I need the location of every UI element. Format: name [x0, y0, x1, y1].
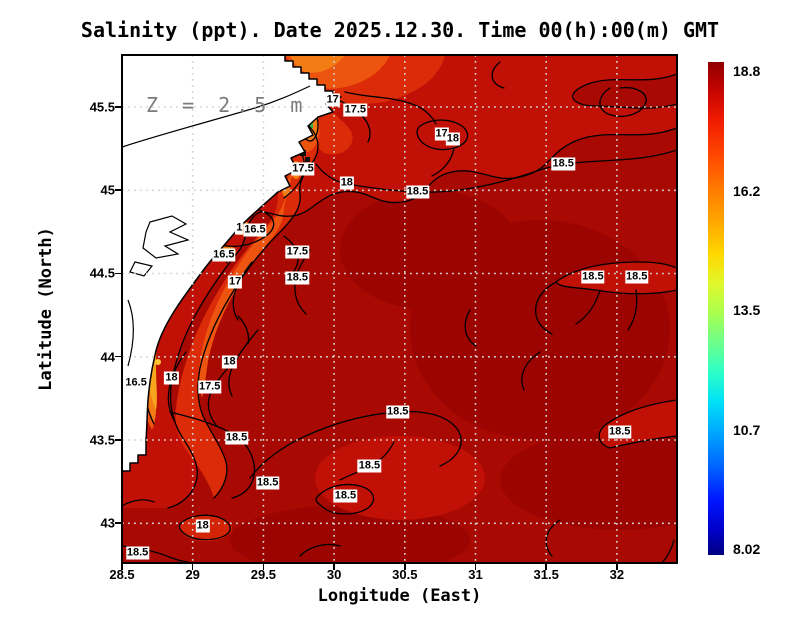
- contour-label: 18.5: [285, 271, 310, 285]
- x-tick-mark: [474, 563, 477, 570]
- x-tick-mark: [545, 563, 547, 570]
- y-tick-label: 43.5: [89, 432, 115, 448]
- colorbar-tick-label: 8.02: [733, 541, 761, 557]
- contour-label: 18.5: [357, 459, 382, 473]
- contour-label: 18.5: [551, 157, 575, 171]
- x-tick-label: 30.5: [392, 567, 418, 582]
- contour-label: 18.5: [624, 270, 649, 284]
- x-tick-label: 30: [326, 567, 342, 582]
- contour-label: 18: [195, 519, 210, 533]
- contour-label: 17.5: [343, 103, 368, 117]
- contour-label: 18.5: [405, 185, 430, 199]
- y-tick-mark: [115, 106, 122, 108]
- x-tick-label: 31.5: [533, 567, 559, 582]
- colorbar-tick-label: 18.8: [733, 63, 761, 79]
- x-axis-title: Longitude (East): [317, 586, 482, 606]
- contour-label: 18.5: [608, 425, 632, 438]
- x-tick-mark: [262, 563, 265, 570]
- y-tick-label: 43: [100, 515, 115, 531]
- plot-frame: [121, 54, 678, 564]
- y-tick-label: 44: [100, 349, 115, 365]
- contour-label: 17: [325, 93, 340, 107]
- contour-label: 18: [339, 176, 354, 190]
- x-tick-mark: [404, 563, 406, 570]
- contour-label: 18.5: [333, 489, 358, 503]
- x-tick-mark: [121, 563, 123, 570]
- depth-annotation: Z = 2.5 m: [146, 93, 309, 117]
- inland-water-lines: [122, 85, 311, 367]
- colorbar-tick-label: 10.7: [733, 421, 761, 438]
- contour-label: 18.5: [125, 546, 150, 560]
- x-tick-label: 31: [468, 567, 483, 582]
- y-tick-mark: [115, 355, 122, 358]
- x-tick-mark: [616, 563, 618, 570]
- contour-label: 17: [227, 275, 243, 289]
- y-tick-mark: [115, 439, 122, 441]
- y-tick-label: 45: [100, 182, 115, 198]
- figure-title: Salinity (ppt). Date 2025.12.30. Time 00…: [80, 18, 720, 42]
- contour-label: 17: [434, 127, 449, 141]
- y-tick-mark: [115, 189, 122, 191]
- x-tick-label: 29: [185, 567, 200, 582]
- y-tick-label: 45.5: [89, 99, 115, 115]
- contour-label: 17.5: [291, 162, 315, 176]
- contour-label: 17.5: [197, 380, 222, 394]
- y-tick-mark: [115, 522, 122, 524]
- x-tick-label: 28.5: [109, 567, 135, 582]
- contour-label: 16.5: [212, 248, 236, 262]
- contour-label: 18: [445, 132, 460, 146]
- sea-field: [122, 55, 677, 563]
- y-axis-title: Latitude (North): [36, 227, 56, 391]
- contour-label: 16.5: [243, 223, 267, 237]
- graticule-grid: [122, 55, 677, 563]
- contour-label: 18.5: [255, 476, 280, 490]
- x-tick-mark: [333, 563, 335, 570]
- contour-label: 18: [164, 371, 179, 385]
- contour-label: 16.5: [124, 376, 148, 390]
- contour-label: 1: [235, 221, 244, 235]
- x-tick-mark: [191, 563, 194, 570]
- colorbar-tick-label: 13.5: [733, 302, 761, 318]
- contour-label: 18: [222, 355, 237, 369]
- contour-label: 18.5: [581, 270, 605, 284]
- y-tick-label: 44.5: [89, 265, 115, 281]
- contour-label: 18.5: [224, 431, 249, 445]
- x-tick-label: 32: [609, 567, 625, 582]
- colorbar-tick-label: 16.2: [733, 182, 761, 199]
- contour-label: 17.5: [285, 245, 310, 259]
- colorbar: [708, 62, 724, 555]
- contour-label: 18.5: [386, 405, 410, 419]
- y-tick-mark: [115, 272, 122, 275]
- x-tick-label: 29.5: [250, 567, 277, 582]
